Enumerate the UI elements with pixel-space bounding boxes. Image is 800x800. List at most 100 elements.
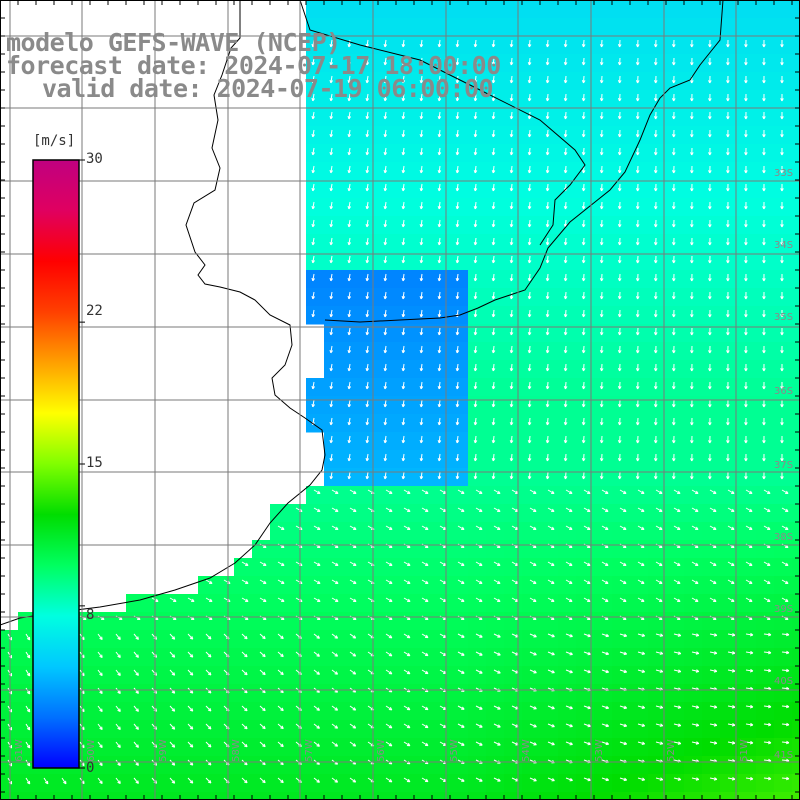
wind-cell [522, 684, 541, 703]
wind-cell [450, 504, 469, 523]
wind-arrow-head [624, 705, 628, 709]
wind-arrow-head [282, 598, 285, 602]
wind-arrow-head [727, 332, 730, 336]
wind-cell [0, 666, 19, 685]
wind-arrow-head [335, 635, 339, 639]
wind-cell [630, 756, 649, 775]
wind-cell [450, 288, 469, 307]
wind-cell [450, 630, 469, 649]
wind-cell [288, 558, 307, 577]
wind-arrow [421, 705, 429, 711]
wind-cell [522, 666, 541, 685]
wind-cell [450, 360, 469, 379]
wind-cell [666, 792, 685, 800]
wind-arrow-head [781, 368, 784, 372]
wind-cell [108, 648, 127, 667]
wind-arrow-head [407, 706, 411, 710]
wind-cell [396, 468, 415, 487]
wind-arrow-head [420, 206, 424, 210]
wind-cell [648, 270, 667, 289]
wind-arrow [259, 597, 267, 602]
wind-cell [234, 612, 253, 631]
wind-arrow [384, 273, 387, 281]
wind-cell [684, 756, 703, 775]
wind-arrow-head [642, 705, 646, 709]
wind-cell [414, 144, 433, 163]
wind-arrow [438, 93, 441, 102]
wind-arrow [312, 147, 315, 155]
wind-arrow-head [300, 526, 303, 530]
wind-arrow-head [786, 562, 789, 566]
wind-cell [324, 468, 343, 487]
wind-arrow-head [673, 332, 676, 336]
wind-cell [468, 342, 487, 361]
wind-arrow [673, 651, 681, 655]
wind-arrow-head [384, 242, 388, 246]
wind-cell [288, 702, 307, 721]
wind-arrow [655, 579, 663, 584]
wind-arrow-head [384, 440, 388, 444]
wind-arrow [709, 597, 717, 602]
wind-arrow [438, 57, 441, 66]
wind-arrow-head [420, 62, 424, 66]
wind-arrow-head [528, 332, 532, 336]
wind-cell [504, 126, 523, 145]
wind-arrow-head [786, 704, 790, 708]
wind-arrow [205, 705, 212, 712]
wind-arrow [546, 147, 549, 156]
wind-arrow [510, 435, 513, 444]
wind-arrow-head [462, 490, 465, 494]
wind-arrow [511, 579, 519, 584]
wind-cell [306, 144, 325, 163]
wind-arrow [259, 633, 266, 640]
wind-cell [414, 432, 433, 451]
wind-arrow-head [389, 635, 393, 639]
wind-cell [522, 198, 541, 217]
wind-cell [630, 684, 649, 703]
wind-arrow [763, 597, 771, 602]
wind-arrow-head [655, 404, 658, 408]
wind-cell [414, 72, 433, 91]
wind-arrow [366, 147, 369, 155]
wind-cell [378, 234, 397, 253]
wind-cell [342, 774, 361, 793]
wind-cell [666, 504, 685, 523]
wind-arrow [582, 345, 585, 354]
wind-cell [432, 198, 451, 217]
wind-arrow-head [456, 350, 460, 354]
wind-arrow [438, 111, 441, 120]
wind-arrow-head [660, 508, 663, 512]
wind-arrow [366, 435, 369, 443]
wind-cell [576, 180, 595, 199]
wind-arrow-head [546, 332, 550, 336]
wind-arrow-head [673, 242, 676, 246]
wind-cell [576, 432, 595, 451]
wind-cell [468, 684, 487, 703]
wind-cell [576, 738, 595, 757]
wind-arrow-head [606, 580, 609, 584]
wind-arrow-head [510, 224, 514, 228]
wind-arrow [727, 579, 735, 584]
wind-cell [396, 720, 415, 739]
wind-cell [252, 792, 271, 800]
wind-arrow-head [155, 708, 158, 712]
wind-arrow-head [101, 654, 103, 658]
wind-cell [414, 342, 433, 361]
wind-cell [594, 504, 613, 523]
wind-arrow [438, 255, 441, 264]
wind-cell [360, 414, 379, 433]
wind-arrow-head [474, 368, 478, 372]
wind-cell [378, 342, 397, 361]
wind-cell [396, 270, 415, 289]
wind-arrow-head [312, 206, 316, 210]
wind-arrow-head [510, 80, 514, 84]
wind-arrow [475, 507, 483, 512]
wind-arrow-head [474, 152, 478, 156]
wind-arrow-head [384, 62, 388, 66]
wind-cell [666, 720, 685, 739]
wind-arrow [348, 417, 351, 425]
wind-arrow [546, 183, 549, 192]
wind-arrow [366, 201, 369, 209]
wind-arrow [528, 417, 531, 426]
wind-arrow [295, 507, 303, 512]
